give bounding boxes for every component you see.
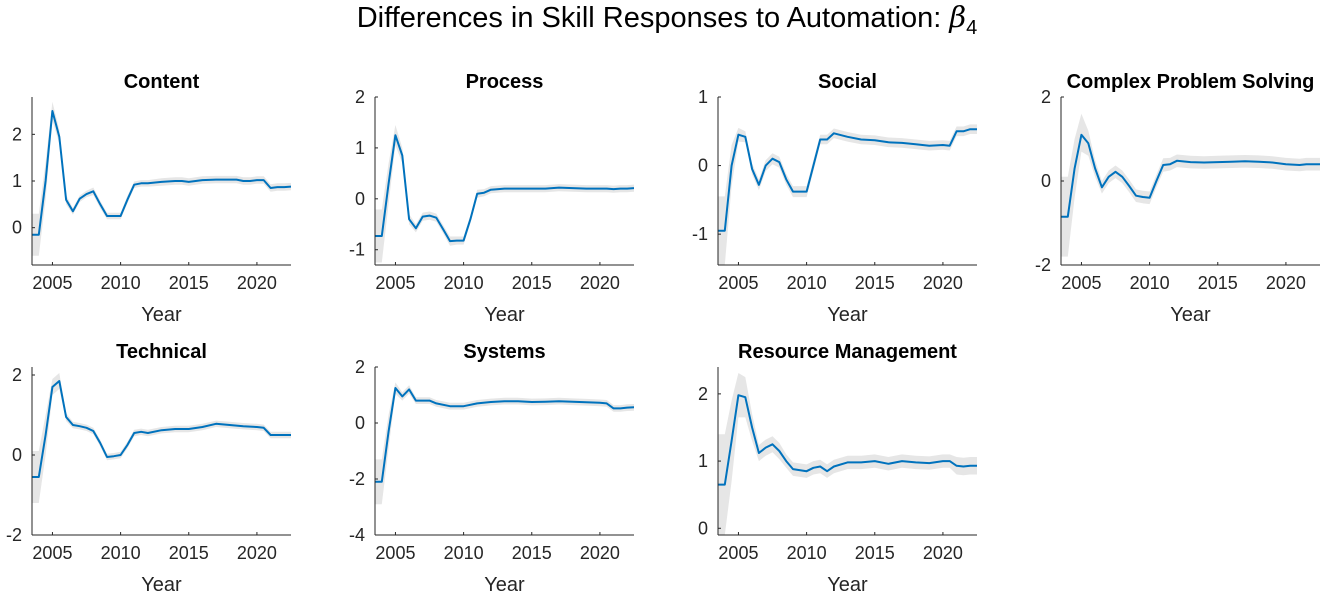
series-line	[718, 394, 977, 486]
figure-title-text: Differences in Skill Responses to Automa…	[356, 2, 950, 34]
confidence-band	[718, 124, 977, 265]
plot-area	[718, 124, 977, 265]
beta-symbol: β	[949, 0, 967, 34]
y-tick-label: 0	[12, 218, 22, 238]
x-tick-label: 2005	[718, 273, 758, 293]
subplot-systems: 2005 2010 2015 2020 -4 -2 0 2 Systems Year	[349, 341, 634, 594]
subplot-social: 2005 2010 2015 2020 -1 0 1 Social Year	[692, 71, 977, 326]
x-axis-label: Year	[827, 574, 868, 594]
subplot-title: Systems	[463, 341, 545, 363]
x-axis-label: Year	[827, 304, 868, 326]
x-tick-label: 2005	[32, 543, 72, 563]
x-tick-label: 2010	[444, 273, 484, 293]
series-line	[375, 387, 634, 483]
figure-title: Differences in Skill Responses to Automa…	[0, 0, 1334, 40]
x-tick-label: 2020	[1266, 273, 1306, 293]
y-tick-label: 2	[12, 124, 22, 144]
plot-area	[32, 373, 291, 503]
subplot-title: Technical	[116, 341, 207, 363]
x-tick-label: 2005	[32, 273, 72, 293]
series-line	[32, 110, 291, 236]
confidence-band	[32, 373, 291, 503]
y-tick-label: 1	[698, 451, 708, 471]
x-tick-label: 2015	[855, 273, 895, 293]
series-line	[375, 134, 634, 243]
subplot-title: Resource Management	[738, 341, 957, 363]
x-axis-label: Year	[141, 574, 182, 594]
plot-area	[32, 101, 291, 256]
x-tick-label: 2020	[237, 543, 277, 563]
y-tick-label: 0	[698, 156, 708, 176]
series-line	[32, 380, 291, 478]
x-tick-label: 2015	[169, 273, 209, 293]
y-tick-label: -2	[6, 525, 22, 545]
plot-area	[375, 382, 634, 505]
x-axis-label: Year	[484, 304, 525, 326]
x-tick-label: 2010	[787, 543, 827, 563]
confidence-band	[1061, 113, 1320, 257]
y-tick-label: -2	[349, 469, 365, 489]
x-tick-label: 2015	[1198, 273, 1238, 293]
confidence-band	[375, 125, 634, 263]
confidence-band	[32, 101, 291, 256]
x-axis-label: Year	[1170, 304, 1211, 326]
subplot-title: Social	[818, 71, 877, 93]
y-tick-label: 2	[12, 365, 22, 385]
x-tick-label: 2015	[512, 273, 552, 293]
x-tick-label: 2020	[580, 273, 620, 293]
y-tick-label: 1	[698, 87, 708, 107]
x-tick-label: 2005	[375, 543, 415, 563]
y-tick-label: 1	[355, 138, 365, 158]
x-tick-label: 2020	[923, 543, 963, 563]
plot-area	[718, 373, 977, 535]
y-tick-label: 0	[12, 445, 22, 465]
y-tick-label: -2	[1035, 255, 1051, 275]
y-tick-label: 1	[12, 171, 22, 191]
x-axis-label: Year	[141, 304, 182, 326]
y-tick-label: 0	[698, 518, 708, 538]
subplot-content: 2005 2010 2015 2020 0 1 2 Content Year	[12, 71, 291, 326]
series-line	[1061, 133, 1320, 218]
subplot-complex-problem-solving: 2005 2010 2015 2020 -2 0 2 Complex Problem Solv…	[1035, 71, 1320, 326]
plot-area	[375, 125, 634, 263]
x-tick-label: 2005	[718, 543, 758, 563]
subplot-technical: 2005 2010 2015 2020 -2 0 2 Technical Year	[6, 341, 291, 594]
x-tick-label: 2015	[169, 543, 209, 563]
beta-subscript: 4	[966, 16, 978, 39]
y-tick-label: -4	[349, 525, 365, 545]
subplot-title: Complex Problem Solving	[1067, 71, 1315, 93]
y-tick-label: 2	[1041, 87, 1051, 107]
series-line	[718, 128, 977, 232]
x-tick-label: 2015	[855, 543, 895, 563]
subplot-title: Process	[466, 71, 544, 93]
x-tick-label: 2015	[512, 543, 552, 563]
x-tick-label: 2010	[101, 543, 141, 563]
x-tick-label: 2020	[237, 273, 277, 293]
y-tick-label: 0	[1041, 171, 1051, 191]
y-tick-label: -1	[349, 240, 365, 260]
x-axis-label: Year	[484, 574, 525, 594]
y-tick-label: 0	[355, 189, 365, 209]
x-tick-label: 2010	[444, 543, 484, 563]
x-tick-label: 2020	[923, 273, 963, 293]
subplot-process: 2005 2010 2015 2020 -1 0 1 2 Process Year	[349, 71, 634, 326]
confidence-band	[718, 373, 977, 535]
x-tick-label: 2005	[1061, 273, 1101, 293]
subplot-resource-management: 2005 2010 2015 2020 0 1 2 Resource Management Ye…	[698, 341, 977, 594]
y-tick-label: 0	[355, 413, 365, 433]
y-tick-label: 2	[355, 87, 365, 107]
x-tick-label: 2005	[375, 273, 415, 293]
y-tick-label: -1	[692, 224, 708, 244]
x-tick-label: 2020	[580, 543, 620, 563]
subplot-title: Content	[124, 71, 200, 93]
x-tick-label: 2010	[101, 273, 141, 293]
x-tick-label: 2010	[1130, 273, 1170, 293]
y-tick-label: 2	[698, 384, 708, 404]
x-tick-label: 2010	[787, 273, 827, 293]
y-tick-label: 2	[355, 357, 365, 377]
plot-area	[1061, 113, 1320, 257]
